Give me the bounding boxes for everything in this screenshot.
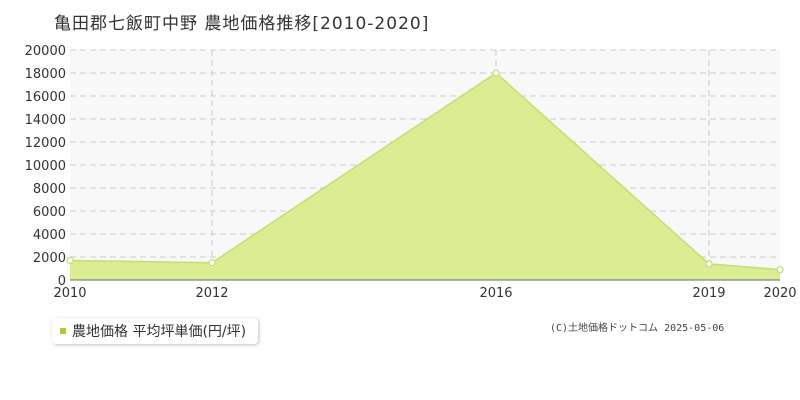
x-axis-ticks: 2010 2012 2016 2019 2020 xyxy=(53,286,796,300)
y-tick-label: 0 xyxy=(58,274,66,289)
y-tick-label: 14000 xyxy=(25,113,66,128)
area-chart: 0 2000 4000 6000 8000 10000 12000 14000 16000 180… xyxy=(25,44,797,300)
copyright-text: (C)土地価格ドットコム 2025-05-06 xyxy=(550,323,725,334)
legend-marker xyxy=(60,328,66,334)
y-tick-label: 20000 xyxy=(25,44,66,59)
y-tick-label: 6000 xyxy=(33,205,66,220)
data-point xyxy=(492,69,500,77)
legend: 農地価格 平均坪単価(円/坪) xyxy=(52,318,259,344)
chart-title: 亀田郡七飯町中野 農地価格推移[2010-2020] xyxy=(54,14,430,34)
y-tick-label: 4000 xyxy=(33,228,66,243)
data-point xyxy=(208,259,216,267)
y-tick-label: 8000 xyxy=(33,182,66,197)
y-tick-label: 16000 xyxy=(25,90,66,105)
data-point xyxy=(705,260,713,268)
y-tick-label: 12000 xyxy=(25,136,66,151)
data-point xyxy=(66,256,74,265)
data-point xyxy=(776,266,784,274)
data-points xyxy=(66,69,784,274)
x-tick-label: 2019 xyxy=(692,286,725,300)
legend-label: 農地価格 平均坪単価(円/坪) xyxy=(72,324,247,340)
y-axis-ticks: 0 2000 4000 6000 8000 10000 12000 14000 16000 180… xyxy=(25,44,66,289)
y-tick-label: 18000 xyxy=(25,67,66,82)
series-area xyxy=(70,73,780,280)
y-tick-label: 2000 xyxy=(33,251,66,266)
x-tick-label: 2016 xyxy=(479,286,512,300)
x-tick-label: 2010 xyxy=(53,286,86,300)
x-tick-label: 2012 xyxy=(195,286,228,300)
y-tick-label: 10000 xyxy=(25,159,66,174)
x-tick-label: 2020 xyxy=(763,286,796,300)
